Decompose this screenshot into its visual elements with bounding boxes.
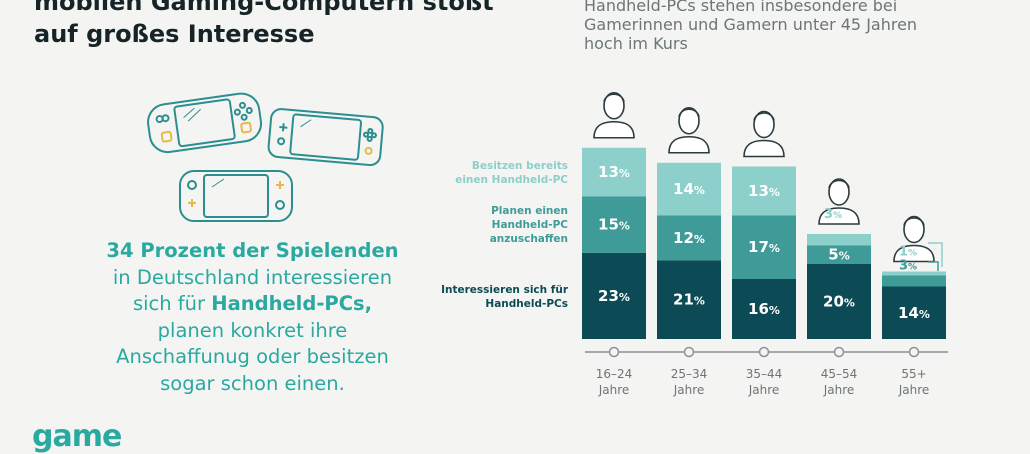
data-label: 5%	[828, 246, 849, 264]
bar-segment	[657, 215, 721, 261]
bar-segment	[732, 166, 796, 216]
summary-line-5: Anschaffunug oder besitzen	[116, 345, 389, 368]
axis-marker	[608, 346, 620, 358]
bar-segment	[807, 245, 871, 264]
callout-line	[928, 242, 943, 267]
bar-segment	[882, 275, 946, 287]
bar-segment	[807, 234, 871, 246]
x-tick-label: 35–44	[746, 367, 783, 381]
person-avatar-icon	[593, 91, 635, 139]
subtitle-line-3: hoch im Kurs	[584, 34, 688, 53]
data-label: 23%	[598, 287, 630, 305]
axis-marker	[833, 346, 845, 358]
summary-line-2: in Deutschland interessieren	[112, 265, 393, 289]
x-tick-label: 25–34	[671, 367, 708, 381]
x-tick-label: 16–24	[596, 367, 633, 381]
bar-segment	[732, 279, 796, 339]
bar-segment	[882, 286, 946, 339]
data-label: 14%	[673, 180, 705, 198]
data-label: 13%	[598, 163, 630, 181]
data-label: 3%	[824, 207, 842, 222]
data-label: 1%	[899, 245, 917, 260]
data-label: 15%	[598, 216, 630, 234]
data-label: 16%	[748, 300, 780, 318]
subtitle-line-2: Gamerinnen und Gamern unter 45 Jahren	[584, 15, 918, 34]
bar-segment	[582, 252, 646, 339]
summary-line-3-bold: Handheld-PCs,	[211, 292, 373, 315]
data-label: 17%	[748, 238, 780, 256]
legend-interest: Interessieren sich für Handheld-PCs	[441, 284, 568, 310]
x-tick-label: Jahre	[823, 383, 855, 397]
subtitle-line-1: Handheld-PCs stehen insbesondere bei	[584, 0, 898, 15]
handheld-device-icon	[267, 108, 384, 167]
data-label: 21%	[673, 291, 705, 309]
bar-segment	[582, 196, 646, 253]
title-line-2: auf großes Interesse	[34, 20, 315, 48]
bar-segment	[657, 162, 721, 216]
axis-marker	[758, 346, 770, 358]
bar-segment	[657, 260, 721, 339]
data-label: 12%	[673, 229, 705, 247]
person-avatar-icon	[818, 178, 860, 225]
axis-marker	[683, 346, 695, 358]
x-tick-label: Jahre	[898, 383, 930, 397]
summary-line-4: planen konkret ihre	[157, 318, 348, 342]
data-label: 20%	[823, 293, 855, 311]
summary-lead: 34 Prozent der Spielenden	[106, 239, 399, 262]
handheld-devices-illustration	[147, 92, 384, 222]
handheld-device-icon	[179, 170, 293, 222]
x-tick-label: Jahre	[598, 383, 630, 397]
bar-segment	[882, 271, 946, 276]
person-avatar-icon	[893, 215, 935, 263]
axis-marker	[908, 346, 920, 358]
data-label: 3%	[899, 258, 917, 273]
handheld-device-icon	[147, 92, 263, 154]
stacked-bar-chart: 23%15%13%21%12%14%16%17%13%20%5%3%14%3%1…	[582, 91, 948, 397]
person-avatar-icon	[668, 106, 710, 154]
bar-segment	[807, 264, 871, 339]
data-label: 14%	[898, 304, 930, 322]
summary-text: 34 Prozent der Spielenden in Deutschland…	[80, 238, 425, 397]
x-tick-label: 55+	[901, 367, 926, 381]
legend-plan: Planen einen Handheld-PC anzuschaffen	[489, 205, 568, 245]
legend-own: Besitzen bereits einen Handheld-PC	[455, 160, 568, 186]
bar-segment	[732, 215, 796, 279]
x-tick-label: Jahre	[673, 383, 705, 397]
x-tick-label: Jahre	[748, 383, 780, 397]
data-label: 13%	[748, 182, 780, 200]
person-avatar-icon	[743, 110, 785, 158]
chart-subtitle: Handheld-PCs stehen insbesondere bei Gam…	[584, 0, 1004, 53]
bar-segment	[582, 147, 646, 197]
summary-line-6: sogar schon einen.	[160, 371, 345, 395]
page-title: mobilen Gaming-Computern stößt auf große…	[34, 0, 534, 50]
x-tick-label: 45–54	[821, 367, 858, 381]
summary-line-3-pre: sich für	[132, 292, 212, 315]
title-line-1: mobilen Gaming-Computern stößt	[34, 0, 494, 16]
callout-line	[928, 261, 939, 271]
